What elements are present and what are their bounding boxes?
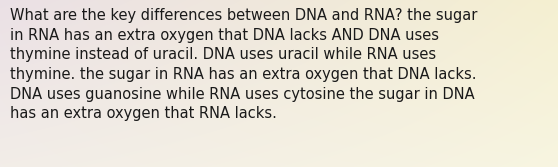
Text: What are the key differences between DNA and RNA? the sugar
in RNA has an extra : What are the key differences between DNA…	[10, 8, 478, 121]
